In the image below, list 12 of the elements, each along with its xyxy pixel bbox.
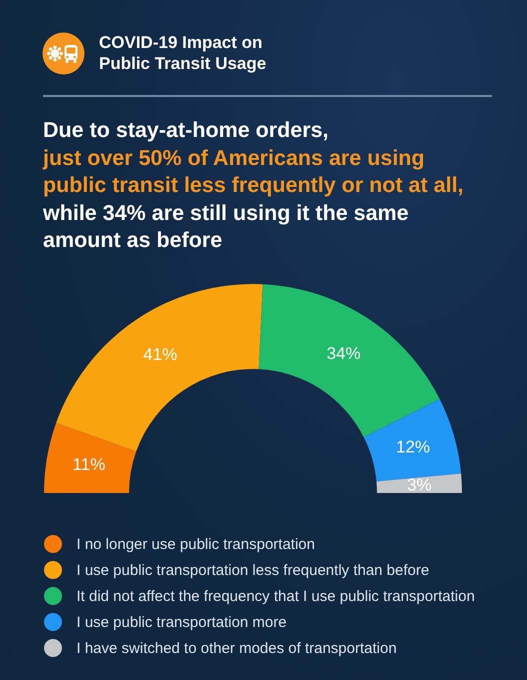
- data-label: 41%: [143, 345, 178, 364]
- data-label: 12%: [396, 437, 430, 456]
- chart-title: COVID-19 Impact on Public Transit Usage: [99, 32, 266, 74]
- legend-label: I use public transportation less frequently than before: [76, 562, 430, 578]
- data-label: 11%: [72, 455, 106, 474]
- legend-label: I have switched to other modes of transportation: [76, 640, 397, 656]
- legend-label: I no longer use public transportation: [76, 536, 315, 552]
- data-label: 34%: [326, 344, 361, 363]
- data-label: 3%: [407, 476, 432, 495]
- legend-label: I use public transportation more: [76, 614, 287, 630]
- chart-subtitle: Due to stay-at-home orders, just over 50% of Americans are using public transit less frequently or not at all, while 34% are still using it the same amount as before: [43, 117, 464, 254]
- legend-label: It did not affect the frequency that I use public transportation: [76, 588, 475, 604]
